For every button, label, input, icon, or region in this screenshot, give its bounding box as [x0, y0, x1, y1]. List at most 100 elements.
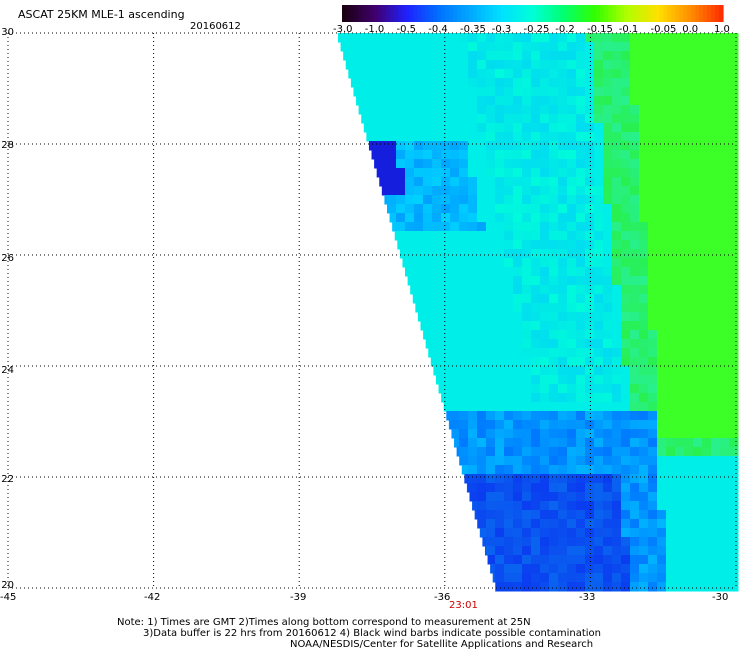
swath-cell	[522, 501, 532, 511]
swath-cell	[648, 51, 658, 61]
swath-cell	[576, 339, 586, 349]
swath-cell	[648, 339, 658, 349]
swath-cell	[702, 384, 712, 394]
swath-cell	[711, 465, 721, 475]
swath-cell	[513, 213, 523, 223]
swath-cell	[540, 429, 550, 439]
swath-cell	[675, 474, 685, 484]
swath-cell	[612, 348, 622, 358]
swath-cell	[513, 546, 523, 556]
swath-cell	[414, 249, 424, 259]
swath-cell	[540, 438, 550, 448]
swath-cell	[405, 33, 415, 43]
colorbar-segment	[453, 5, 458, 22]
swath-cell	[423, 132, 433, 142]
swath-cell	[567, 105, 577, 115]
swath-cell	[468, 393, 478, 403]
swath-cell	[405, 51, 415, 61]
swath-cell	[513, 150, 523, 160]
swath-cell	[603, 267, 613, 277]
swath-cell	[711, 420, 721, 430]
swath-cell	[567, 438, 577, 448]
colorbar-segment	[476, 5, 482, 22]
swath-cell	[585, 573, 595, 583]
swath-cell	[504, 240, 514, 250]
swath-cell	[684, 537, 694, 547]
swath-cell	[454, 438, 464, 448]
swath-cell	[675, 384, 685, 394]
swath-cell	[405, 69, 415, 79]
swath-cell	[522, 186, 532, 196]
swath-cell	[513, 483, 523, 493]
swath-cell	[648, 78, 658, 88]
swath-cell	[675, 114, 685, 124]
swath-cell	[666, 204, 676, 214]
swath-cell	[486, 168, 496, 178]
swath-cell	[486, 132, 496, 142]
swath-cell	[468, 294, 478, 304]
swath-cell	[603, 312, 613, 322]
swath-cell	[558, 285, 568, 295]
swath-cell	[459, 96, 469, 106]
swath-cell	[585, 159, 595, 169]
swath-cell	[684, 114, 694, 124]
swath-cell	[657, 420, 667, 430]
swath-cell	[504, 456, 514, 466]
swath-cell	[621, 519, 631, 529]
swath-cell	[477, 447, 487, 457]
swath-cell	[594, 420, 604, 430]
swath-cell	[513, 402, 523, 412]
swath-cell	[684, 204, 694, 214]
swath-cell	[630, 456, 640, 466]
swath-cell	[666, 159, 676, 169]
swath-cell	[576, 384, 586, 394]
swath-cell	[702, 564, 712, 574]
swath-cell	[612, 555, 622, 565]
swath-cell	[531, 204, 541, 214]
swath-cell	[594, 393, 604, 403]
colorbar-segment	[528, 5, 534, 22]
swath-cell	[513, 312, 523, 322]
swath-cell	[657, 546, 667, 556]
swath-cell	[549, 330, 559, 340]
swath-cell	[576, 42, 586, 52]
swath-cell	[603, 546, 613, 556]
swath-cell	[603, 456, 613, 466]
swath-cell	[405, 195, 415, 205]
swath-cell	[378, 87, 388, 97]
swath-cell	[666, 438, 676, 448]
swath-cell	[567, 402, 577, 412]
swath-cell	[729, 177, 739, 187]
swath-cell	[621, 438, 631, 448]
map-title: ASCAT 25KM MLE-1 ascending	[18, 8, 185, 21]
swath-cell	[459, 339, 469, 349]
swath-cell	[711, 483, 721, 493]
swath-cell	[351, 33, 361, 43]
swath-cell	[522, 123, 532, 133]
swath-cell	[486, 240, 496, 250]
swath-cell	[441, 87, 451, 97]
swath-cell	[486, 177, 496, 187]
swath-cell	[396, 141, 406, 151]
swath-cell	[594, 231, 604, 241]
swath-cell	[432, 105, 442, 115]
swath-cell	[585, 384, 595, 394]
swath-cell	[472, 501, 482, 511]
swath-cell	[495, 339, 505, 349]
swath-cell	[702, 267, 712, 277]
swath-cell	[666, 321, 676, 331]
colorbar-segment	[508, 5, 514, 22]
swath-cell	[513, 429, 523, 439]
swath-cell	[693, 456, 703, 466]
swath-cell	[441, 177, 451, 187]
swath-cell	[360, 87, 370, 97]
colorbar-segment	[663, 5, 669, 22]
swath-cell	[513, 474, 523, 484]
swath-cell	[657, 537, 667, 547]
swath-cell	[711, 222, 721, 232]
swath-cell	[540, 384, 550, 394]
swath-cell	[371, 150, 382, 160]
swath-cell	[486, 366, 496, 376]
swath-cell	[531, 357, 541, 367]
swath-cell	[486, 375, 496, 385]
